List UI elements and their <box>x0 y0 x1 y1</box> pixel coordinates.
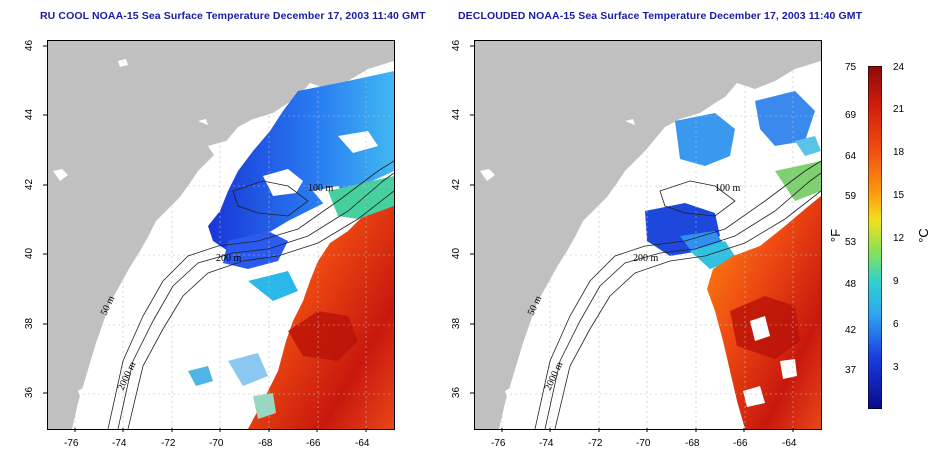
fahrenheit-tick: 53 <box>845 237 857 248</box>
celsius-tick: 24 <box>893 62 905 73</box>
y-tick-label: 44 <box>24 108 36 121</box>
bathymetry-contours <box>534 160 821 429</box>
celsius-unit-label: °C <box>915 228 931 243</box>
contour-label-100m: 100 m <box>308 183 334 194</box>
x-tick-label: -64 <box>782 438 797 449</box>
left-map-svg: 100 m 200 m 50 m 2000 m <box>48 41 394 429</box>
y-tick-label: 38 <box>451 317 463 330</box>
celsius-tick: 15 <box>893 190 905 201</box>
fahrenheit-tick: 75 <box>845 62 857 73</box>
cold-water-region <box>675 113 735 166</box>
y-tick-label: 40 <box>24 247 36 260</box>
right-map-title: DECLOUDED NOAA-15 Sea Surface Temperatur… <box>458 10 863 22</box>
y-tick-label: 44 <box>451 108 463 121</box>
y-tick-label: 46 <box>24 39 36 52</box>
land-mass <box>475 41 821 429</box>
x-tick-label: -74 <box>112 438 127 449</box>
y-tick-label: 40 <box>451 247 463 260</box>
y-tick-label: 42 <box>24 178 36 191</box>
x-tick-label: -66 <box>733 438 748 449</box>
x-tick-label: -74 <box>539 438 554 449</box>
y-tick-label: 36 <box>451 386 463 399</box>
color-bar <box>868 66 882 409</box>
contour-label-200m: 200 m <box>633 253 659 264</box>
fahrenheit-tick: 37 <box>845 365 857 376</box>
celsius-tick: 3 <box>893 362 899 373</box>
left-sst-map: 100 m 200 m 50 m 2000 m <box>47 40 395 430</box>
right-map-svg: 100 m 200 m 50 m 2000 m <box>475 41 821 429</box>
contour-label-200m: 200 m <box>216 253 242 264</box>
cold-water-region <box>208 71 394 251</box>
right-sst-map: 100 m 200 m 50 m 2000 m <box>474 40 822 430</box>
y-tick-label: 42 <box>451 178 463 191</box>
fahrenheit-tick: 64 <box>845 151 857 162</box>
celsius-tick: 21 <box>893 104 905 115</box>
y-tick-label: 38 <box>24 317 36 330</box>
gulf-stream-warm-region <box>248 181 394 429</box>
x-tick-label: -70 <box>209 438 224 449</box>
celsius-tick: 6 <box>893 319 899 330</box>
bathymetry-contours <box>107 160 394 429</box>
fahrenheit-unit-label: °F <box>828 228 844 243</box>
x-tick-label: -66 <box>306 438 321 449</box>
x-tick-label: -68 <box>685 438 700 449</box>
x-tick-label: -72 <box>161 438 176 449</box>
fahrenheit-tick: 48 <box>845 279 857 290</box>
celsius-tick: 18 <box>893 147 905 158</box>
contour-label-100m: 100 m <box>715 183 741 194</box>
fahrenheit-tick: 69 <box>845 110 857 121</box>
x-tick-label: -72 <box>588 438 603 449</box>
left-map-title: RU COOL NOAA-15 Sea Surface Temperature … <box>40 10 426 22</box>
fahrenheit-tick: 42 <box>845 325 857 336</box>
fahrenheit-tick: 59 <box>845 191 857 202</box>
celsius-tick: 12 <box>893 233 905 244</box>
celsius-tick: 9 <box>893 276 899 287</box>
y-tick-label: 46 <box>451 39 463 52</box>
x-tick-label: -76 <box>491 438 506 449</box>
x-tick-label: -68 <box>258 438 273 449</box>
y-tick-label: 36 <box>24 386 36 399</box>
land-mass <box>48 41 394 429</box>
x-tick-label: -70 <box>636 438 651 449</box>
x-tick-label: -76 <box>64 438 79 449</box>
x-tick-label: -64 <box>355 438 370 449</box>
